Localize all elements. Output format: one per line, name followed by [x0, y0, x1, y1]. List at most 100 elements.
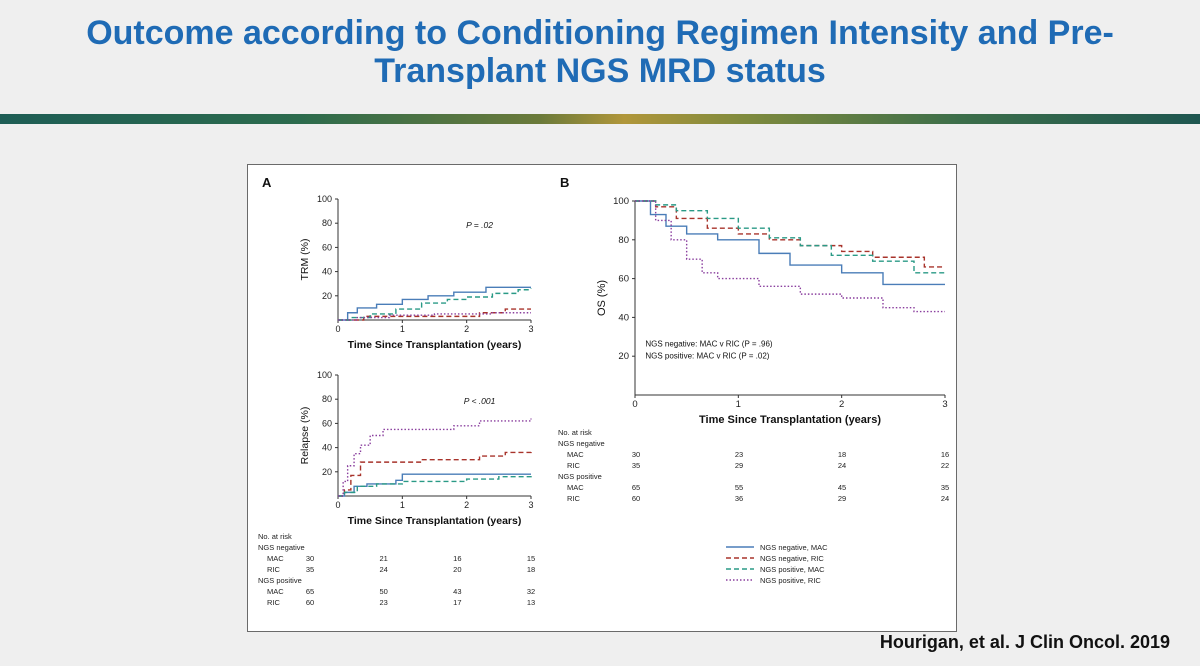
at-risk-value: 22 — [941, 461, 949, 470]
y-tick-label: 100 — [317, 370, 332, 380]
y-tick-label: 80 — [618, 235, 629, 246]
x-tick-label: 1 — [400, 324, 405, 334]
at-risk-value: 35 — [941, 483, 949, 492]
series-line — [338, 312, 531, 321]
legend-label: NGS positive, RIC — [760, 576, 821, 585]
at-risk-value: 18 — [838, 450, 846, 459]
slide-title-line1: Outcome according to Conditioning Regime… — [86, 14, 1114, 52]
at-risk-value: 32 — [527, 587, 535, 596]
figure-panel: A B 0 1 2 3 20 40 60 80 100 Time Since Transplant… — [247, 164, 957, 632]
at-risk-value: 65 — [306, 587, 314, 596]
at-risk-header: No. at risk — [558, 428, 592, 437]
series-line — [635, 200, 946, 275]
series-line — [635, 200, 945, 286]
panel-a-at-risk-table: No. at risk NGS negative MAC 30 21 16 15 RIC 35 2… — [258, 532, 535, 607]
x-axis-label: Time Since Transplantation (years) — [699, 414, 881, 426]
at-risk-value: 24 — [941, 494, 949, 503]
at-risk-row-label: RIC — [267, 565, 281, 574]
at-risk-value: 29 — [838, 494, 846, 503]
x-tick-label: 2 — [839, 399, 844, 410]
at-risk-group: NGS negative — [558, 439, 605, 448]
y-tick-label: 40 — [322, 267, 332, 277]
at-risk-value: 60 — [306, 598, 314, 607]
chart-trm: 0 1 2 3 20 40 60 80 100 Time Since Transplantatio… — [299, 194, 534, 351]
y-axis-label: TRM (%) — [299, 239, 311, 281]
slide-title: Outcome according to Conditioning Regime… — [60, 14, 1140, 90]
at-risk-value: 60 — [632, 494, 640, 503]
at-risk-group: NGS positive — [558, 472, 602, 481]
chart-relapse: 0 1 2 3 20 40 60 80 100 Time Since Transplantatio… — [299, 370, 534, 527]
at-risk-value: 23 — [379, 598, 387, 607]
series-line — [338, 286, 531, 321]
y-tick-label: 80 — [322, 394, 332, 404]
legend: NGS negative, MAC NGS negative, RIC NGS po… — [726, 543, 828, 585]
at-risk-value: 36 — [735, 494, 743, 503]
at-risk-row-label: MAC — [267, 554, 284, 563]
at-risk-value: 29 — [735, 461, 743, 470]
at-risk-group: NGS positive — [258, 576, 302, 585]
at-risk-value: 43 — [453, 587, 461, 596]
y-tick-label: 40 — [618, 312, 629, 323]
y-tick-label: 20 — [322, 467, 332, 477]
slide-title-line2: Transplant NGS MRD status — [374, 52, 826, 90]
at-risk-value: 35 — [306, 565, 314, 574]
x-tick-label: 0 — [632, 399, 637, 410]
y-axis-label: OS (%) — [596, 280, 608, 316]
y-tick-label: 40 — [322, 443, 332, 453]
at-risk-value: 30 — [306, 554, 314, 563]
comparison-annotation: NGS negative: MAC v RIC (P = .96) — [645, 340, 773, 349]
at-risk-row-label: MAC — [567, 483, 584, 492]
series-line — [338, 308, 531, 321]
y-tick-label: 60 — [322, 418, 332, 428]
at-risk-value: 55 — [735, 483, 743, 492]
panel-a-label: A — [262, 175, 272, 190]
x-tick-label: 0 — [335, 500, 340, 510]
at-risk-row-label: RIC — [267, 598, 281, 607]
y-tick-label: 100 — [613, 196, 629, 207]
x-tick-label: 0 — [335, 324, 340, 334]
panel-b-label: B — [560, 175, 569, 190]
series-line — [338, 473, 531, 497]
x-tick-label: 1 — [736, 399, 741, 410]
citation: Hourigan, et al. J Clin Oncol. 2019 — [879, 632, 1170, 652]
y-tick-label: 80 — [322, 218, 332, 228]
at-risk-value: 23 — [735, 450, 743, 459]
at-risk-value: 30 — [632, 450, 640, 459]
at-risk-value: 24 — [379, 565, 387, 574]
y-tick-label: 20 — [322, 291, 332, 301]
x-axis-label: Time Since Transplantation (years) — [348, 339, 522, 351]
at-risk-value: 35 — [632, 461, 640, 470]
at-risk-value: 15 — [527, 554, 535, 563]
y-tick-label: 60 — [322, 242, 332, 252]
at-risk-value: 16 — [453, 554, 461, 563]
legend-label: NGS negative, MAC — [760, 543, 828, 552]
at-risk-value: 24 — [838, 461, 846, 470]
panel-b-at-risk-table: No. at risk NGS negative MAC 30 23 18 16 RIC 35 2… — [558, 428, 949, 503]
at-risk-value: 20 — [453, 565, 461, 574]
at-risk-header: No. at risk — [258, 532, 292, 541]
at-risk-value: 17 — [453, 598, 461, 607]
x-tick-label: 3 — [528, 324, 533, 334]
x-tick-label: 2 — [464, 324, 469, 334]
x-axis-label: Time Since Transplantation (years) — [348, 515, 522, 527]
series-line — [338, 418, 532, 497]
p-value-annotation: P < .001 — [464, 396, 496, 406]
title-divider — [0, 114, 1200, 124]
y-tick-label: 100 — [317, 194, 332, 204]
at-risk-row-label: MAC — [567, 450, 584, 459]
at-risk-value: 16 — [941, 450, 949, 459]
at-risk-value: 50 — [379, 587, 387, 596]
x-tick-label: 3 — [942, 399, 947, 410]
legend-label: NGS negative, RIC — [760, 554, 824, 563]
y-tick-label: 60 — [618, 274, 629, 285]
y-tick-label: 20 — [618, 351, 629, 362]
x-tick-label: 3 — [528, 500, 533, 510]
x-tick-label: 1 — [400, 500, 405, 510]
at-risk-value: 13 — [527, 598, 535, 607]
legend-label: NGS positive, MAC — [760, 565, 825, 574]
at-risk-row-label: MAC — [267, 587, 284, 596]
at-risk-group: NGS negative — [258, 543, 305, 552]
at-risk-value: 21 — [379, 554, 387, 563]
y-axis-label: Relapse (%) — [299, 407, 311, 465]
